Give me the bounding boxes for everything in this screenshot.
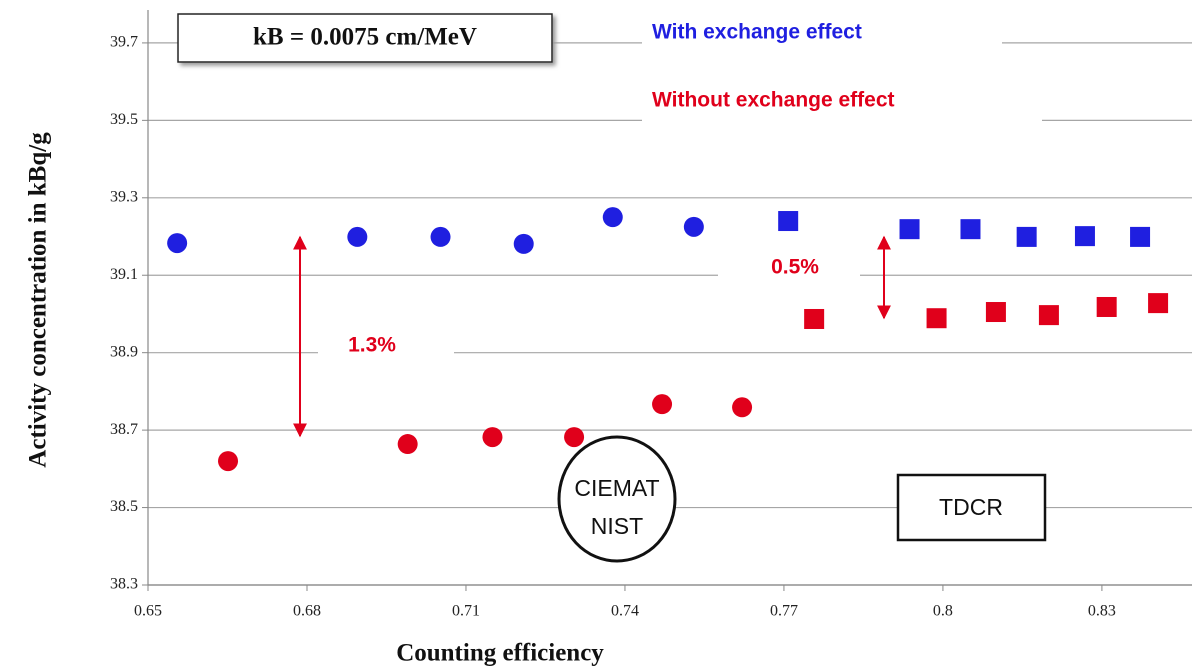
point: [218, 451, 239, 472]
x-tick-label: 0.65: [134, 603, 162, 620]
point: [732, 397, 753, 418]
y-tick-label: 38.7: [110, 421, 138, 438]
gap-label: 1.3%: [348, 334, 396, 357]
kb-label: kB = 0.0075 cm/MeV: [253, 24, 477, 51]
x-tick-label: 0.71: [452, 603, 480, 620]
point: [167, 233, 188, 254]
point: [1096, 296, 1117, 317]
point: [804, 308, 825, 329]
y-tick-label: 38.3: [110, 576, 138, 593]
legend-label: With exchange effect: [652, 21, 862, 44]
label-bg: [718, 248, 860, 290]
point: [926, 308, 947, 329]
method-label: NIST: [591, 513, 643, 539]
x-tick-label: 0.74: [611, 603, 639, 620]
point: [1016, 226, 1037, 247]
point: [397, 434, 418, 455]
point: [778, 211, 799, 232]
point: [1074, 226, 1095, 247]
point: [985, 302, 1006, 323]
y-tick-label: 39.1: [110, 266, 138, 283]
label-bg: [318, 326, 454, 368]
annotations: kB = 0.0075 cm/MeV With exchange effect …: [177, 12, 1047, 563]
y-tick-label: 38.9: [110, 343, 138, 360]
x-tick-label: 0.77: [770, 603, 798, 620]
legend-label: Without exchange effect: [652, 89, 895, 112]
method-label: CIEMAT: [574, 475, 659, 501]
point: [513, 233, 534, 254]
x-axis-title: Counting efficiency: [396, 640, 604, 667]
point: [960, 219, 981, 240]
y-tick-label: 39.7: [110, 34, 138, 51]
point: [564, 427, 585, 448]
method-label: TDCR: [939, 494, 1003, 520]
point: [482, 427, 503, 448]
point: [602, 207, 623, 228]
point: [1148, 293, 1169, 314]
method-circle: [557, 435, 677, 563]
point: [652, 394, 673, 415]
y-tick-label: 38.5: [110, 498, 138, 515]
y-axis-title: Activity concentration in kBq/g: [25, 132, 52, 468]
point: [430, 226, 451, 247]
y-tick-label: 39.5: [110, 111, 138, 128]
label-bg: [642, 80, 1042, 124]
x-tick-label: 0.8: [933, 603, 953, 620]
kb-box: [177, 13, 553, 63]
y-tick-label: 39.3: [110, 188, 138, 205]
point: [899, 219, 920, 240]
point: [1130, 226, 1151, 247]
x-tick-label: 0.83: [1088, 603, 1116, 620]
x-tick-label: 0.68: [293, 603, 321, 620]
method-box: [896, 473, 1047, 542]
point: [347, 226, 368, 247]
point: [683, 216, 704, 237]
label-bg: [642, 12, 1002, 56]
gap-label: 0.5%: [771, 256, 819, 279]
point: [1038, 305, 1059, 326]
